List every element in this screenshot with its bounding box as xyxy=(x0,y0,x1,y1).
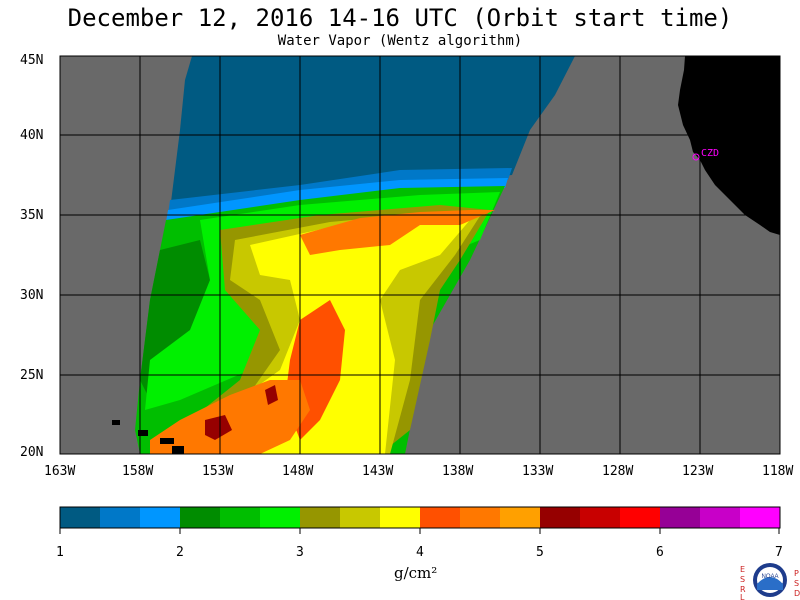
station-marker-icon xyxy=(692,153,700,161)
lat-label: 45N xyxy=(20,53,43,68)
lon-label: 143W xyxy=(362,464,393,479)
lon-label: 148W xyxy=(282,464,313,479)
colorbar-segment xyxy=(620,507,661,528)
logo-letter: S xyxy=(794,579,799,588)
colorbar-segment xyxy=(220,507,261,528)
lon-label: 118W xyxy=(762,464,793,479)
colorbar-tick-label: 7 xyxy=(775,545,783,560)
colorbar xyxy=(60,507,781,528)
colorbar-unit-label: g/cm² xyxy=(394,564,437,582)
colorbar-segment xyxy=(260,507,301,528)
colorbar-segment xyxy=(60,507,101,528)
lon-label: 163W xyxy=(44,464,75,479)
lat-label: 25N xyxy=(20,368,43,383)
colorbar-segment xyxy=(420,507,461,528)
station-label: CZD xyxy=(701,148,719,159)
colorbar-segment xyxy=(740,507,781,528)
colorbar-segment xyxy=(340,507,381,528)
colorbar-segment xyxy=(300,507,341,528)
lon-label: 128W xyxy=(602,464,633,479)
colorbar-segment xyxy=(180,507,221,528)
colorbar-tick-label: 1 xyxy=(56,545,64,560)
logo-letter: S xyxy=(740,575,745,584)
colorbar-tick-label: 2 xyxy=(176,545,184,560)
map-subtitle: Water Vapor (Wentz algorithm) xyxy=(277,33,523,49)
lon-label: 138W xyxy=(442,464,473,479)
swath-red-patch-2 xyxy=(265,385,278,405)
island-kauai xyxy=(112,420,120,425)
colorbar-segment xyxy=(140,507,181,528)
logo-center-text: NOAA xyxy=(761,574,778,580)
colorbar-ticks xyxy=(59,528,780,534)
lon-label: 133W xyxy=(522,464,553,479)
lat-lon-grid xyxy=(60,56,780,454)
lon-label: 153W xyxy=(202,464,233,479)
noaa-logo: E S R L NOAA P S D xyxy=(740,563,800,600)
colorbar-segment xyxy=(660,507,701,528)
swath-orange-north xyxy=(300,210,495,255)
colorbar-segment xyxy=(700,507,741,528)
island-hawaii xyxy=(172,446,184,454)
island-oahu xyxy=(138,430,148,436)
lat-label: 20N xyxy=(20,445,43,460)
island-maui xyxy=(160,438,174,444)
logo-letter: E xyxy=(740,565,745,574)
colorbar-segment xyxy=(540,507,581,528)
colorbar-tick-label: 6 xyxy=(656,545,664,560)
colorbar-tick-label: 5 xyxy=(536,545,544,560)
map-frame xyxy=(59,55,781,455)
land-north-america xyxy=(678,56,780,235)
logo-letter: P xyxy=(794,569,799,578)
lat-label: 30N xyxy=(20,288,43,303)
logo-letter: L xyxy=(740,593,745,600)
map-title: December 12, 2016 14-16 UTC (Orbit start… xyxy=(67,4,733,32)
logo-letter: D xyxy=(794,589,800,598)
colorbar-tick-label: 4 xyxy=(416,545,424,560)
colorbar-segment xyxy=(100,507,141,528)
colorbar-segment xyxy=(460,507,501,528)
logo-letter: R xyxy=(740,585,746,594)
lat-label: 40N xyxy=(20,128,43,143)
lat-label: 35N xyxy=(20,208,43,223)
colorbar-segment xyxy=(500,507,541,528)
swath-red-patch xyxy=(205,415,232,440)
lon-label: 123W xyxy=(682,464,713,479)
lon-label: 158W xyxy=(122,464,153,479)
colorbar-segment xyxy=(580,507,621,528)
colorbar-tick-label: 3 xyxy=(296,545,304,560)
colorbar-segment xyxy=(380,507,421,528)
